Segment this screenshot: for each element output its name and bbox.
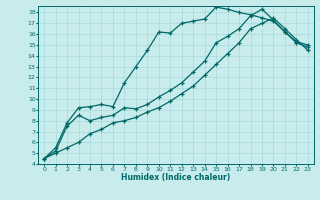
X-axis label: Humidex (Indice chaleur): Humidex (Indice chaleur) [121, 173, 231, 182]
